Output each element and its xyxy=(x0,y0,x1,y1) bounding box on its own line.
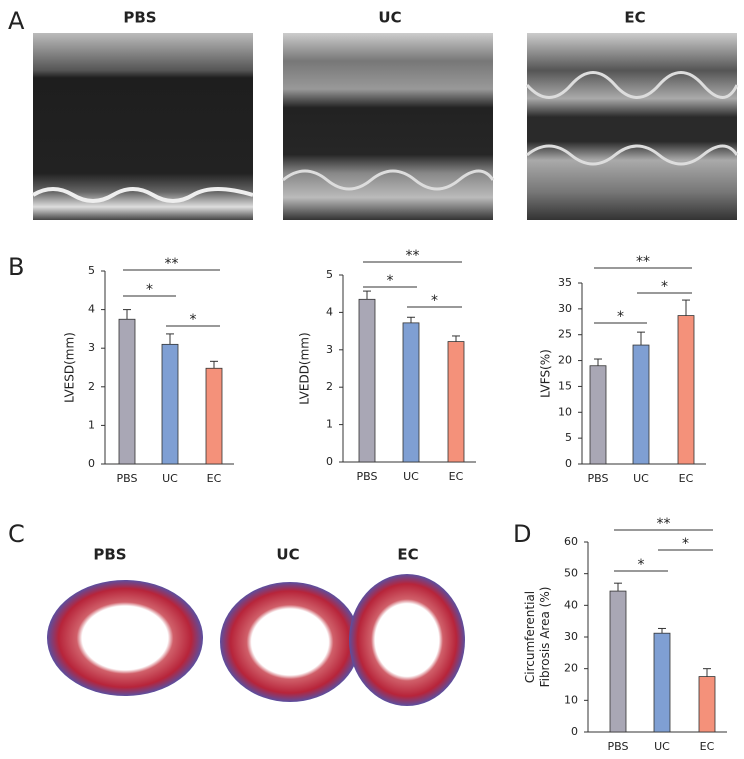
image-label: UC xyxy=(378,9,401,27)
y-tick-label: 0 xyxy=(571,725,578,738)
heart-section xyxy=(220,582,360,702)
image-label: EC xyxy=(397,546,418,564)
significance-label: * xyxy=(682,536,689,552)
significance-label: * xyxy=(617,309,624,325)
panel-label: A xyxy=(8,7,25,35)
bar xyxy=(589,365,607,465)
y-axis-label: LVESD(mm) xyxy=(63,332,77,403)
y-tick-label: 10 xyxy=(558,405,572,418)
y-tick-label: 1 xyxy=(326,418,333,431)
echo-trace xyxy=(282,169,495,191)
y-tick-label: 20 xyxy=(558,354,572,367)
x-tick-label: PBS xyxy=(588,472,609,485)
y-tick-label: 5 xyxy=(88,264,95,277)
bar xyxy=(161,343,179,465)
y-axis-label: LVEDD(mm) xyxy=(298,332,312,404)
heart-section xyxy=(349,574,465,706)
x-tick-label: PBS xyxy=(117,472,138,485)
y-tick-label: 0 xyxy=(326,455,333,468)
y-tick-label: 4 xyxy=(88,303,95,316)
x-tick-label: EC xyxy=(207,472,222,485)
significance-label: ** xyxy=(406,248,420,264)
y-axis-label: LVFS(%) xyxy=(539,349,553,398)
significance-label: * xyxy=(661,279,668,295)
bar xyxy=(653,632,671,733)
x-tick-label: PBS xyxy=(357,470,378,483)
y-tick-label: 3 xyxy=(88,341,95,354)
image-label: EC xyxy=(624,9,645,27)
x-tick-label: EC xyxy=(679,472,694,485)
y-tick-label: 1 xyxy=(88,418,95,431)
y-tick-label: 10 xyxy=(564,693,578,706)
bar xyxy=(358,298,376,463)
y-tick-label: 5 xyxy=(326,268,333,281)
y-axis-label: Circumferential xyxy=(523,591,537,683)
y-tick-label: 30 xyxy=(564,630,578,643)
significance-label: ** xyxy=(636,254,650,270)
x-tick-label: UC xyxy=(403,470,419,483)
y-tick-label: 35 xyxy=(558,276,572,289)
echo-trace xyxy=(526,144,739,166)
bar xyxy=(205,367,223,465)
significance-label: * xyxy=(387,273,394,289)
significance-label: ** xyxy=(165,256,179,272)
panel-label: B xyxy=(8,253,24,281)
significance-label: * xyxy=(431,293,438,309)
y-tick-label: 5 xyxy=(565,431,572,444)
x-tick-label: EC xyxy=(449,470,464,483)
significance-label: * xyxy=(146,282,153,298)
y-tick-label: 2 xyxy=(88,380,95,393)
bar xyxy=(677,315,695,465)
x-tick-label: PBS xyxy=(608,740,629,753)
y-tick-label: 2 xyxy=(326,380,333,393)
significance-label: * xyxy=(190,312,197,328)
x-tick-label: UC xyxy=(633,472,649,485)
echo-trace xyxy=(31,187,254,203)
image-label: PBS xyxy=(93,546,126,564)
echo-images xyxy=(31,33,739,220)
y-tick-label: 40 xyxy=(564,598,578,611)
y-axis-label: Fibrosis Area (%) xyxy=(538,587,552,688)
y-tick-label: 0 xyxy=(565,457,572,470)
image-label: UC xyxy=(276,546,299,564)
bar xyxy=(609,590,627,733)
x-tick-label: EC xyxy=(700,740,715,753)
y-tick-label: 50 xyxy=(564,567,578,580)
panel-label: C xyxy=(8,520,25,548)
histology-images xyxy=(47,574,465,706)
bar xyxy=(447,341,465,463)
significance-label: * xyxy=(638,557,645,573)
y-tick-label: 15 xyxy=(558,379,572,392)
x-tick-label: UC xyxy=(162,472,178,485)
bar xyxy=(632,344,650,465)
heart-section xyxy=(47,580,203,696)
x-tick-label: UC xyxy=(654,740,670,753)
image-label: PBS xyxy=(123,9,156,27)
panel-label: D xyxy=(513,520,531,548)
y-tick-label: 30 xyxy=(558,302,572,315)
echo-image xyxy=(527,33,737,220)
y-tick-label: 0 xyxy=(88,457,95,470)
y-tick-label: 25 xyxy=(558,328,572,341)
bar xyxy=(698,676,716,733)
bar xyxy=(118,318,136,465)
echo-trace xyxy=(525,71,739,99)
y-tick-label: 3 xyxy=(326,343,333,356)
echo-image xyxy=(283,33,493,220)
bar xyxy=(402,322,420,463)
y-tick-label: 4 xyxy=(326,305,333,318)
y-tick-label: 60 xyxy=(564,535,578,548)
significance-label: ** xyxy=(657,516,671,532)
y-tick-label: 20 xyxy=(564,662,578,675)
